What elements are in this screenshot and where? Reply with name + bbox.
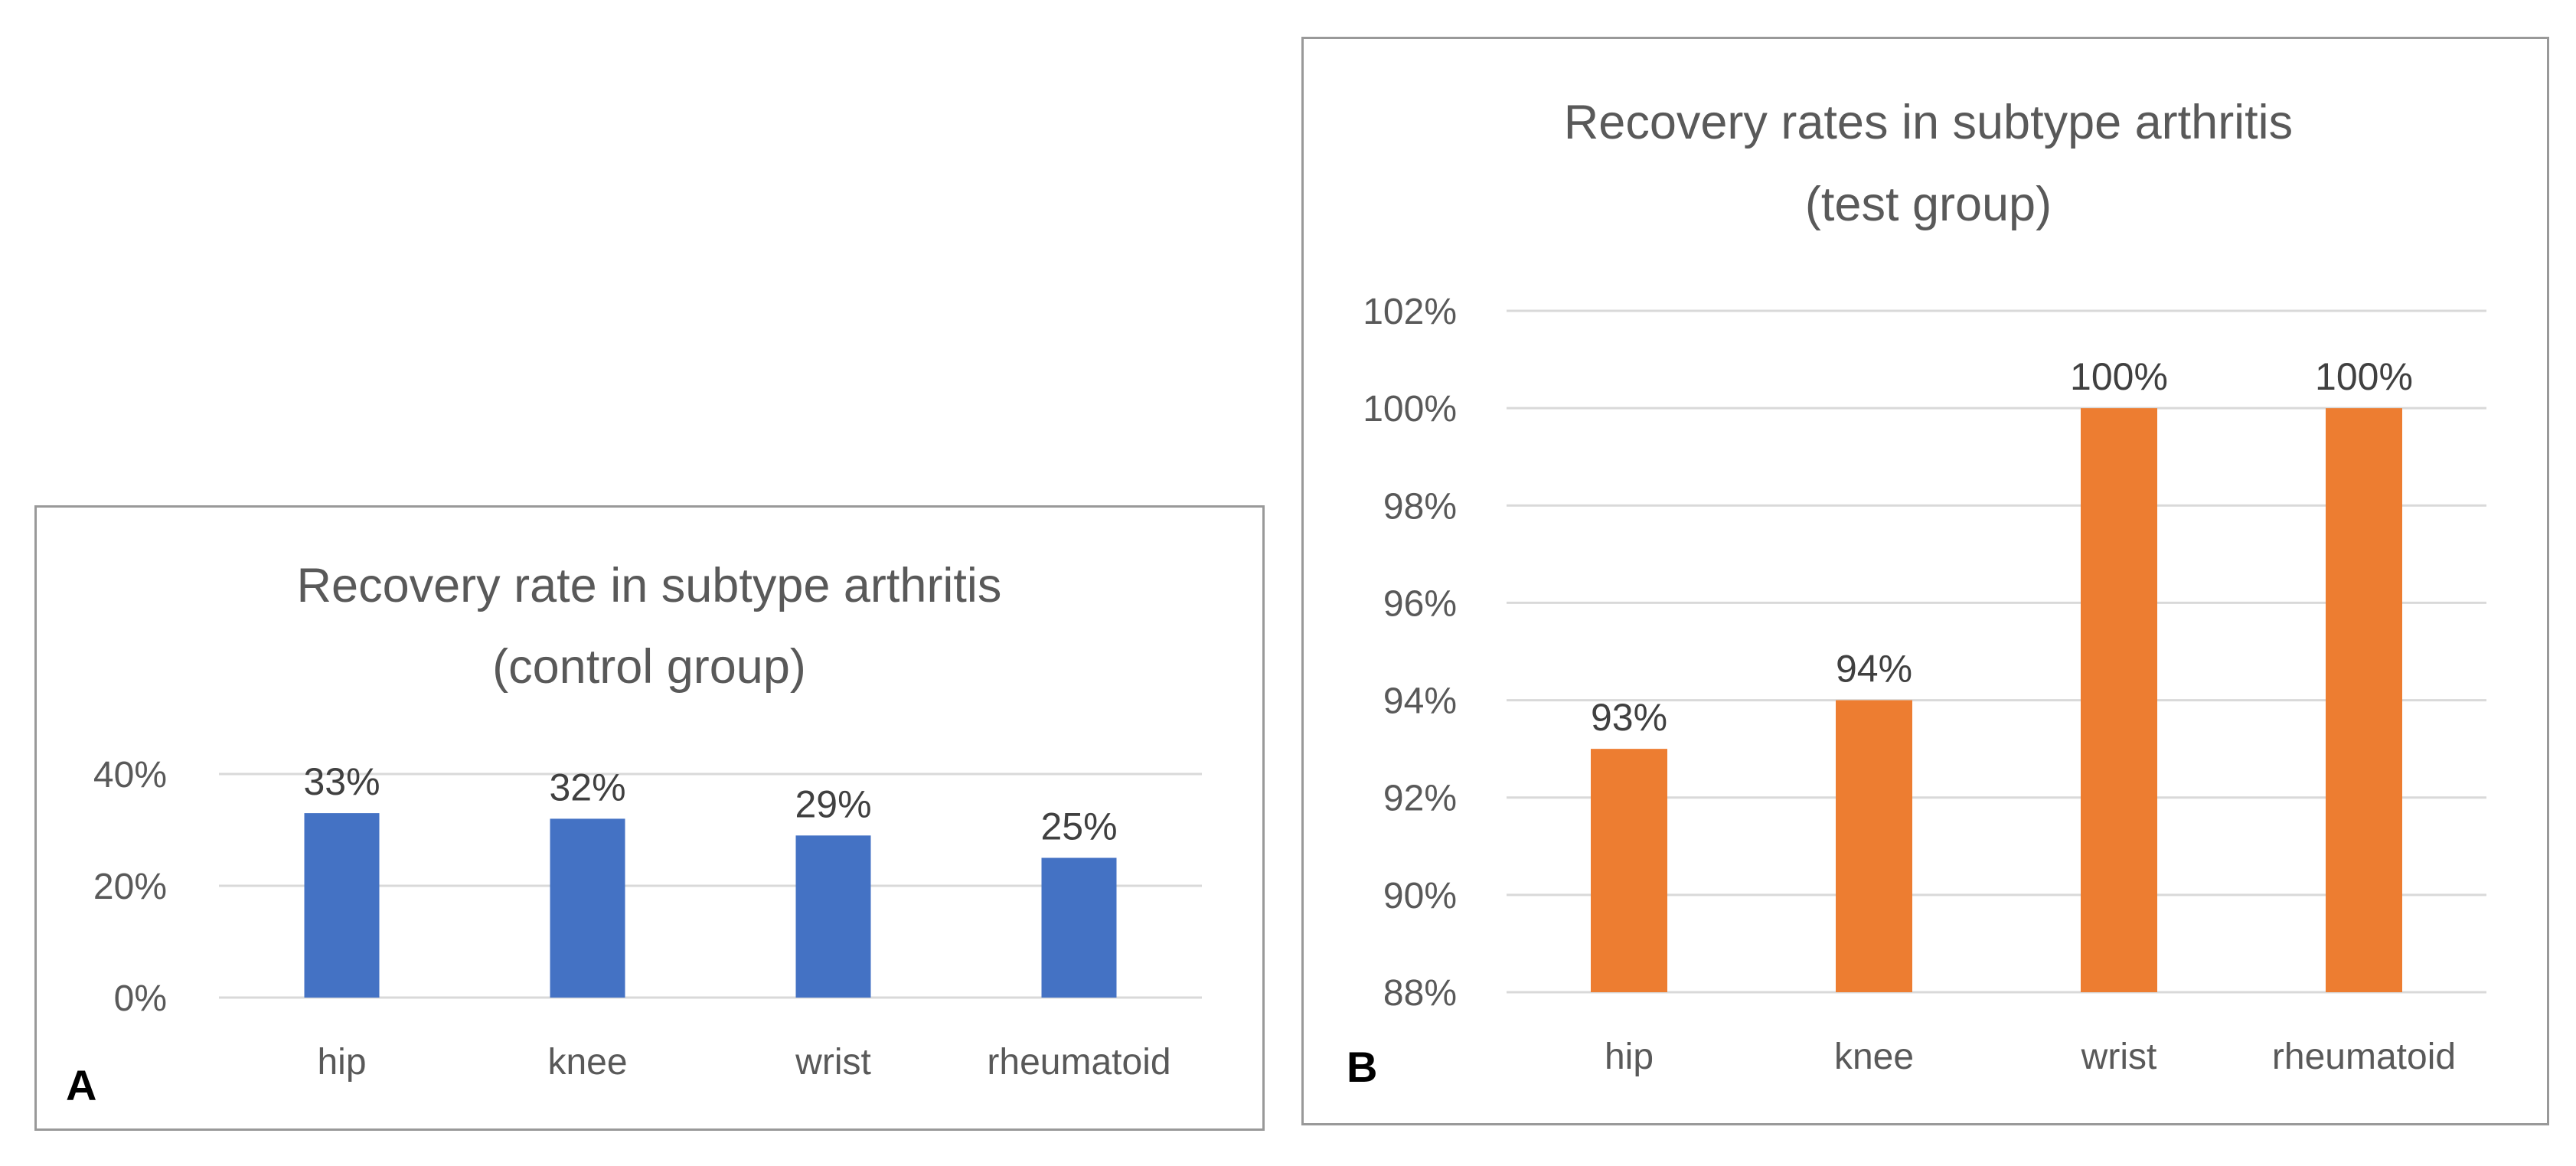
chart-a-bar-wrist xyxy=(795,835,871,998)
chart-b-data-label-rheumatoid: 100% xyxy=(2315,355,2413,398)
chart-a-ytick-label-2: 40% xyxy=(93,755,167,795)
chart-a-category-label-knee: knee xyxy=(547,1042,627,1083)
chart-a-bar-rheumatoid xyxy=(1041,857,1117,998)
chart-b-ytick-label-4: 96% xyxy=(1383,583,1457,624)
chart-a-data-label-wrist: 29% xyxy=(795,782,871,825)
chart-b-category-label-wrist: wrist xyxy=(2081,1037,2157,1077)
chart-b-ytick-label-6: 100% xyxy=(1363,389,1457,429)
chart-a-bar-knee xyxy=(550,818,625,998)
chart-b-data-label-wrist: 100% xyxy=(2070,355,2168,398)
chart-a-data-label-hip: 33% xyxy=(303,760,380,803)
chart-b-category-label-hip: hip xyxy=(1605,1037,1654,1077)
chart-b-bar-hip xyxy=(1591,749,1667,992)
chart-b-ytick-label-2: 92% xyxy=(1383,779,1457,819)
chart-b-ytick-label-0: 88% xyxy=(1383,973,1457,1014)
chart-a-data-label-rheumatoid: 25% xyxy=(1040,805,1117,848)
chart-b-title-line-0: Recovery rates in subtype arthritis xyxy=(1564,96,2293,149)
chart-a-svg: Recovery rate in subtype arthritis (contr… xyxy=(93,559,1202,1083)
chart-b-bar-wrist xyxy=(2081,408,2157,992)
chart-b-category-label-knee: knee xyxy=(1834,1037,1914,1077)
chart-b-title-line-1: (test group) xyxy=(1805,178,2052,231)
chart-b-ytick-label-3: 94% xyxy=(1383,681,1457,722)
chart-b-ytick-label-1: 90% xyxy=(1383,876,1457,916)
chart-b-ytick-label-5: 98% xyxy=(1383,486,1457,527)
chart-a-category-label-hip: hip xyxy=(317,1042,366,1083)
chart-a-category-label-wrist: wrist xyxy=(795,1042,871,1083)
panel-letter-a: A xyxy=(66,1061,97,1109)
chart-b-data-label-hip: 93% xyxy=(1591,696,1667,739)
chart-b-bar-rheumatoid xyxy=(2326,408,2402,992)
chart-b-category-label-rheumatoid: rheumatoid xyxy=(2272,1037,2456,1077)
chart-b-svg: Recovery rates in subtype arthritis (test… xyxy=(1363,96,2486,1077)
chart-panel-a: Recovery rate in subtype arthritis (contr… xyxy=(34,505,1265,1131)
chart-b-bar-knee xyxy=(1836,700,1912,992)
chart-a-data-label-knee: 32% xyxy=(549,766,625,808)
panel-letter-b: B xyxy=(1347,1043,1378,1091)
chart-a-bar-hip xyxy=(304,813,380,998)
chart-b-ytick-label-7: 102% xyxy=(1363,292,1457,332)
chart-a-category-label-rheumatoid: rheumatoid xyxy=(987,1042,1170,1083)
chart-a-title-line-1: (control group) xyxy=(492,640,806,694)
chart-a-title-line-0: Recovery rate in subtype arthritis xyxy=(297,559,1002,612)
chart-b-data-label-knee: 94% xyxy=(1836,648,1912,691)
chart-a-ytick-label-0: 0% xyxy=(114,978,167,1019)
chart-panel-b: Recovery rates in subtype arthritis (test… xyxy=(1301,37,2549,1125)
chart-a-ytick-label-1: 20% xyxy=(93,867,167,907)
